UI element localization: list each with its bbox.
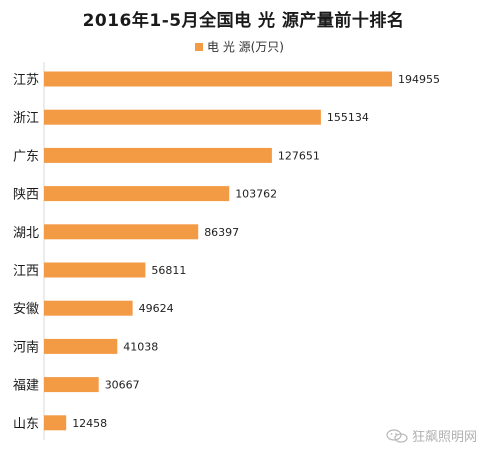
bar <box>44 147 272 163</box>
legend: 电 光 源(万只) <box>195 38 284 55</box>
watermark-text: 狂飙照明网 <box>411 430 477 445</box>
y-tick-label: 江西 <box>13 264 39 279</box>
bar <box>44 300 133 316</box>
watermark: 狂飙照明网 <box>386 426 477 445</box>
bar <box>44 415 67 431</box>
bar <box>44 186 230 202</box>
bar <box>44 338 118 354</box>
data-label: 30667 <box>105 379 140 392</box>
data-label: 155134 <box>327 111 369 124</box>
data-label: 41038 <box>123 340 158 353</box>
y-tick-label: 山东 <box>13 417 39 432</box>
data-label: 103762 <box>235 188 277 201</box>
wechat-icon <box>386 428 408 443</box>
y-tick-label: 福建 <box>13 379 39 394</box>
bar <box>44 109 321 125</box>
y-tick-label: 江苏 <box>13 72 39 88</box>
y-tick-label: 广东 <box>13 149 39 164</box>
data-label: 12458 <box>72 417 107 430</box>
data-label: 194955 <box>398 73 440 86</box>
data-label: 56811 <box>151 264 186 277</box>
y-tick-label: 浙江 <box>13 111 39 126</box>
bar <box>44 71 392 87</box>
data-label: 86397 <box>204 226 239 239</box>
bar <box>44 224 199 240</box>
data-label: 49624 <box>139 302 174 315</box>
chart-title: 2016年1-5月全国电 光 源产量前十排名 <box>82 11 405 31</box>
y-tick-label: 湖北 <box>13 226 39 241</box>
bar <box>44 377 99 393</box>
y-tick-label: 安徽 <box>13 302 39 317</box>
data-label: 127651 <box>278 149 320 162</box>
legend-swatch <box>195 42 203 51</box>
bar <box>44 262 146 278</box>
y-tick-label: 河南 <box>13 339 39 355</box>
y-tick-label: 陕西 <box>13 188 39 203</box>
legend-label: 电 光 源(万只) <box>207 40 284 54</box>
